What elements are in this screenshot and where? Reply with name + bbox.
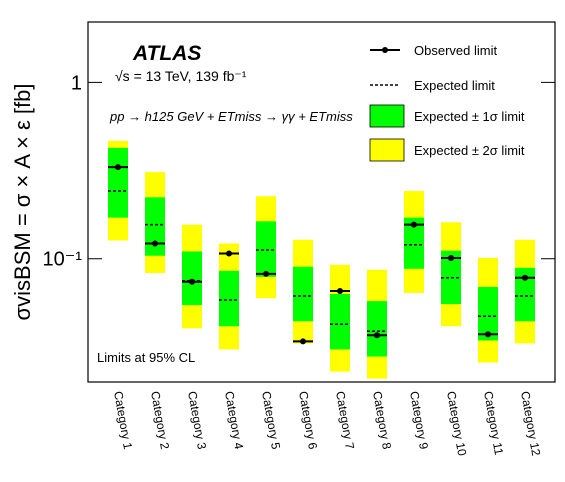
bands	[108, 140, 535, 379]
x-tick-label: Category 2	[148, 390, 172, 451]
x-tick-label: Category 11	[481, 390, 506, 456]
observed-point	[448, 254, 454, 261]
x-tick-label: Category 6	[296, 390, 320, 451]
observed-point	[152, 240, 158, 247]
observed-point	[189, 278, 195, 285]
band-1sigma	[108, 147, 128, 218]
legend-label: Expected ± 1σ limit	[414, 109, 525, 124]
band-1sigma	[219, 270, 239, 327]
observed-point	[522, 274, 528, 281]
y-axis-label: σvisBSM = σ × A × ε [fb]	[10, 84, 35, 321]
x-tick-label: Category 5	[259, 390, 283, 451]
band-1sigma	[182, 251, 202, 306]
x-tick-label: Category 9	[407, 390, 431, 451]
band-1sigma	[478, 286, 498, 341]
observed-point	[337, 288, 343, 295]
x-tick-label: Category 4	[222, 390, 246, 451]
observed-point	[226, 250, 232, 257]
legend-label: Observed limit	[414, 43, 497, 58]
legend-observed-dot	[382, 47, 388, 53]
observed-point	[374, 332, 380, 339]
y-tick-label: 10⁻¹	[43, 249, 83, 271]
x-tick-label: Category 12	[518, 390, 543, 457]
legend-2sigma-box	[369, 138, 405, 162]
observed-point	[300, 338, 306, 345]
observed-point	[263, 270, 269, 277]
plot-frame	[87, 21, 556, 383]
band-1sigma	[145, 197, 165, 256]
band-1sigma	[367, 301, 387, 357]
legend-label: Expected limit	[414, 78, 495, 93]
observed-point	[411, 221, 417, 228]
band-1sigma	[330, 294, 350, 350]
cl-annotation: Limits at 95% CL	[97, 350, 195, 365]
energy-label: √s = 13 TeV, 139 fb⁻¹	[115, 68, 247, 84]
legend-1sigma-box	[369, 104, 405, 128]
x-tick-label: Category 7	[333, 390, 357, 451]
process-label: pp → h125 GeV + ETmiss → γγ + ETmiss	[109, 109, 353, 124]
x-tick-label: Category 3	[185, 390, 209, 451]
band-1sigma	[515, 267, 535, 322]
band-1sigma	[256, 221, 276, 277]
band-1sigma	[293, 266, 313, 322]
observed-point	[115, 164, 121, 171]
observed-point	[485, 331, 491, 338]
band-1sigma	[404, 217, 424, 269]
x-tick-label: Category 10	[444, 390, 469, 457]
y-tick-label: 1	[71, 72, 82, 94]
x-tick-label: Category 1	[111, 390, 135, 451]
legend-label: Expected ± 2σ limit	[414, 143, 525, 158]
x-tick-label: Category 8	[370, 390, 394, 451]
experiment-label: ATLAS	[132, 42, 201, 65]
